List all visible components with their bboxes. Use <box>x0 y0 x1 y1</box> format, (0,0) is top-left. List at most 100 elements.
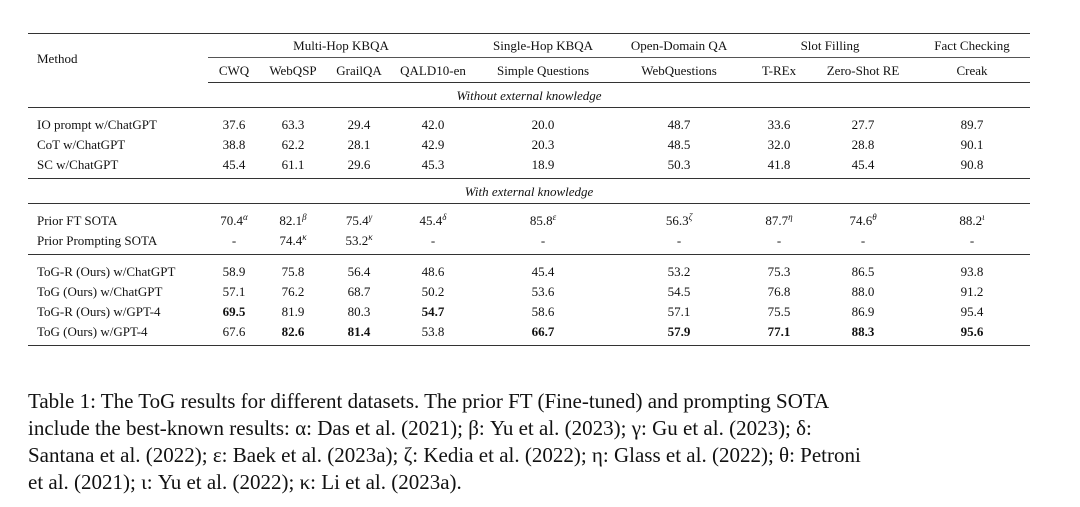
value-cell: 82.1β <box>260 204 326 231</box>
results-table: Method Multi-Hop KBQA Single-Hop KBQA Op… <box>28 33 1031 346</box>
value-cell: 89.7 <box>960 116 984 132</box>
value-text: - <box>231 232 237 248</box>
table-row: ToG (Ours) w/GPT-4 67.6 82.6 81.4 53.8 66.7 57… <box>28 321 1031 346</box>
table-row: CoT w/ChatGPT 38.8 62.2 28.1 42.9 20.3 48.5 32.… <box>28 134 1030 154</box>
best-score: 57.9 <box>667 323 691 339</box>
group-header-fact-checking: Fact Checking <box>914 33 1031 58</box>
column-header-creak: Creak <box>914 57 1031 83</box>
best-score: 66.7 <box>531 323 555 339</box>
group-header-single-hop-kbqa: Single-Hop KBQA <box>474 33 613 58</box>
table-body-prior-sota: Prior FT SOTA 70.4α 82.1β 75.4γ 45.4δ 85.8ε 56… <box>28 204 1031 255</box>
value-text: 75.4 <box>345 212 369 228</box>
value-cell: 45.4δ <box>392 204 474 231</box>
value-cell: 67.6 <box>208 321 260 346</box>
citation-marker: γ <box>368 211 373 222</box>
value-cell: - <box>392 230 475 255</box>
value-cell: 29.6 <box>326 154 392 179</box>
value-cell: 66.7 <box>474 321 613 346</box>
method-cell: Prior FT SOTA <box>37 212 118 228</box>
citation-marker: η <box>788 211 793 222</box>
value-cell: 88.3 <box>812 321 915 346</box>
value-cell: 88.0 <box>851 283 875 299</box>
value-cell: 48.7 <box>667 116 691 132</box>
citation-marker: ζ <box>688 211 693 222</box>
best-score: 88.3 <box>851 323 875 339</box>
value-cell: 62.2 <box>281 136 305 152</box>
value-cell: 54.7 <box>392 301 474 321</box>
value-text: 85.8 <box>529 212 553 228</box>
value-cell: 50.3 <box>612 154 747 179</box>
value-text: - <box>430 232 436 248</box>
value-cell: 53.2κ <box>326 230 392 255</box>
value-cell: - <box>746 230 813 255</box>
value-cell: 82.6 <box>260 321 326 346</box>
value-cell: 74.4κ <box>260 230 326 255</box>
value-text: - <box>860 232 866 248</box>
citation-marker: κ <box>302 231 307 242</box>
column-header-qald10-en: QALD10-en <box>392 57 475 83</box>
value-cell: 41.8 <box>746 154 813 179</box>
table-body-section-with: With external knowledge <box>28 178 1031 204</box>
value-cell: 53.8 <box>392 321 475 346</box>
value-cell: 42.0 <box>421 116 445 132</box>
value-cell: 28.1 <box>347 136 371 152</box>
value-cell: 86.5 <box>851 263 875 279</box>
caption-line: et al. (2021); ι: Yu et al. (2022); κ: L… <box>28 470 462 494</box>
value-cell: 18.9 <box>474 154 613 179</box>
value-cell: 32.0 <box>767 136 791 152</box>
method-cell: IO prompt w/ChatGPT <box>37 116 157 132</box>
method-cell: CoT w/ChatGPT <box>37 136 126 152</box>
column-header-simple-questions: Simple Questions <box>474 57 613 83</box>
value-cell: 91.2 <box>960 283 984 299</box>
results-table-container: Method Multi-Hop KBQA Single-Hop KBQA Op… <box>28 33 1031 346</box>
value-cell: 86.9 <box>851 303 875 319</box>
value-cell: 80.3 <box>347 303 371 319</box>
value-cell: 33.6 <box>767 116 791 132</box>
value-text: 74.4 <box>279 232 303 248</box>
value-cell: 42.9 <box>421 136 445 152</box>
value-text: - <box>969 232 975 248</box>
citation-marker: β <box>302 211 307 222</box>
method-cell: ToG-R (Ours) w/ChatGPT <box>37 263 176 279</box>
value-cell: 61.1 <box>260 154 326 179</box>
method-cell: ToG (Ours) w/ChatGPT <box>37 283 163 299</box>
value-cell: 54.5 <box>667 283 691 299</box>
value-text: - <box>676 232 682 248</box>
value-cell: 75.8 <box>281 263 305 279</box>
value-cell: 75.4γ <box>326 204 392 231</box>
column-header-webqsp: WebQSP <box>260 57 326 83</box>
value-cell: 53.6 <box>531 283 555 299</box>
value-text: 45.4 <box>419 212 443 228</box>
value-cell: 27.7 <box>851 116 875 132</box>
value-cell: 90.8 <box>914 154 1031 179</box>
value-cell: 95.6 <box>914 321 1031 346</box>
section-header-row-without: Without external knowledge <box>28 82 1031 108</box>
value-text: 70.4 <box>220 212 243 228</box>
column-header-row: CWQ WebQSP GrailQA QALD10-en Simple Ques… <box>28 57 1031 83</box>
value-cell: 37.6 <box>222 116 246 132</box>
value-cell: 53.2 <box>667 263 691 279</box>
best-score: 81.4 <box>347 323 371 339</box>
citation-marker: α <box>243 211 248 222</box>
table-row: ToG-R (Ours) w/ChatGPT 58.9 75.8 56.4 48.6 45… <box>28 255 1030 282</box>
method-cell: Prior Prompting SOTA <box>28 230 208 255</box>
caption-line: Table 1: The ToG results for different d… <box>28 389 830 413</box>
value-cell: - <box>208 230 260 255</box>
value-cell: 87.7η <box>746 204 812 231</box>
value-cell: 50.2 <box>421 283 445 299</box>
value-cell: 48.6 <box>421 263 445 279</box>
value-cell: 56.3ζ <box>612 204 746 231</box>
best-score: 69.5 <box>222 303 246 319</box>
best-score: 77.1 <box>767 323 791 339</box>
value-text: - <box>776 232 782 248</box>
value-cell: 63.3 <box>281 116 305 132</box>
table-row: IO prompt w/ChatGPT 37.6 63.3 29.4 42.0 20.0 4… <box>28 108 1030 135</box>
value-cell: 57.9 <box>612 321 747 346</box>
method-cell: ToG-R (Ours) w/GPT-4 <box>37 303 161 319</box>
citation-marker: δ <box>442 211 447 222</box>
value-cell: 48.5 <box>667 136 691 152</box>
value-cell: 28.8 <box>851 136 875 152</box>
method-cell: SC w/ChatGPT <box>28 154 208 179</box>
value-cell: 45.4 <box>812 154 915 179</box>
value-text: 56.3 <box>665 212 689 228</box>
